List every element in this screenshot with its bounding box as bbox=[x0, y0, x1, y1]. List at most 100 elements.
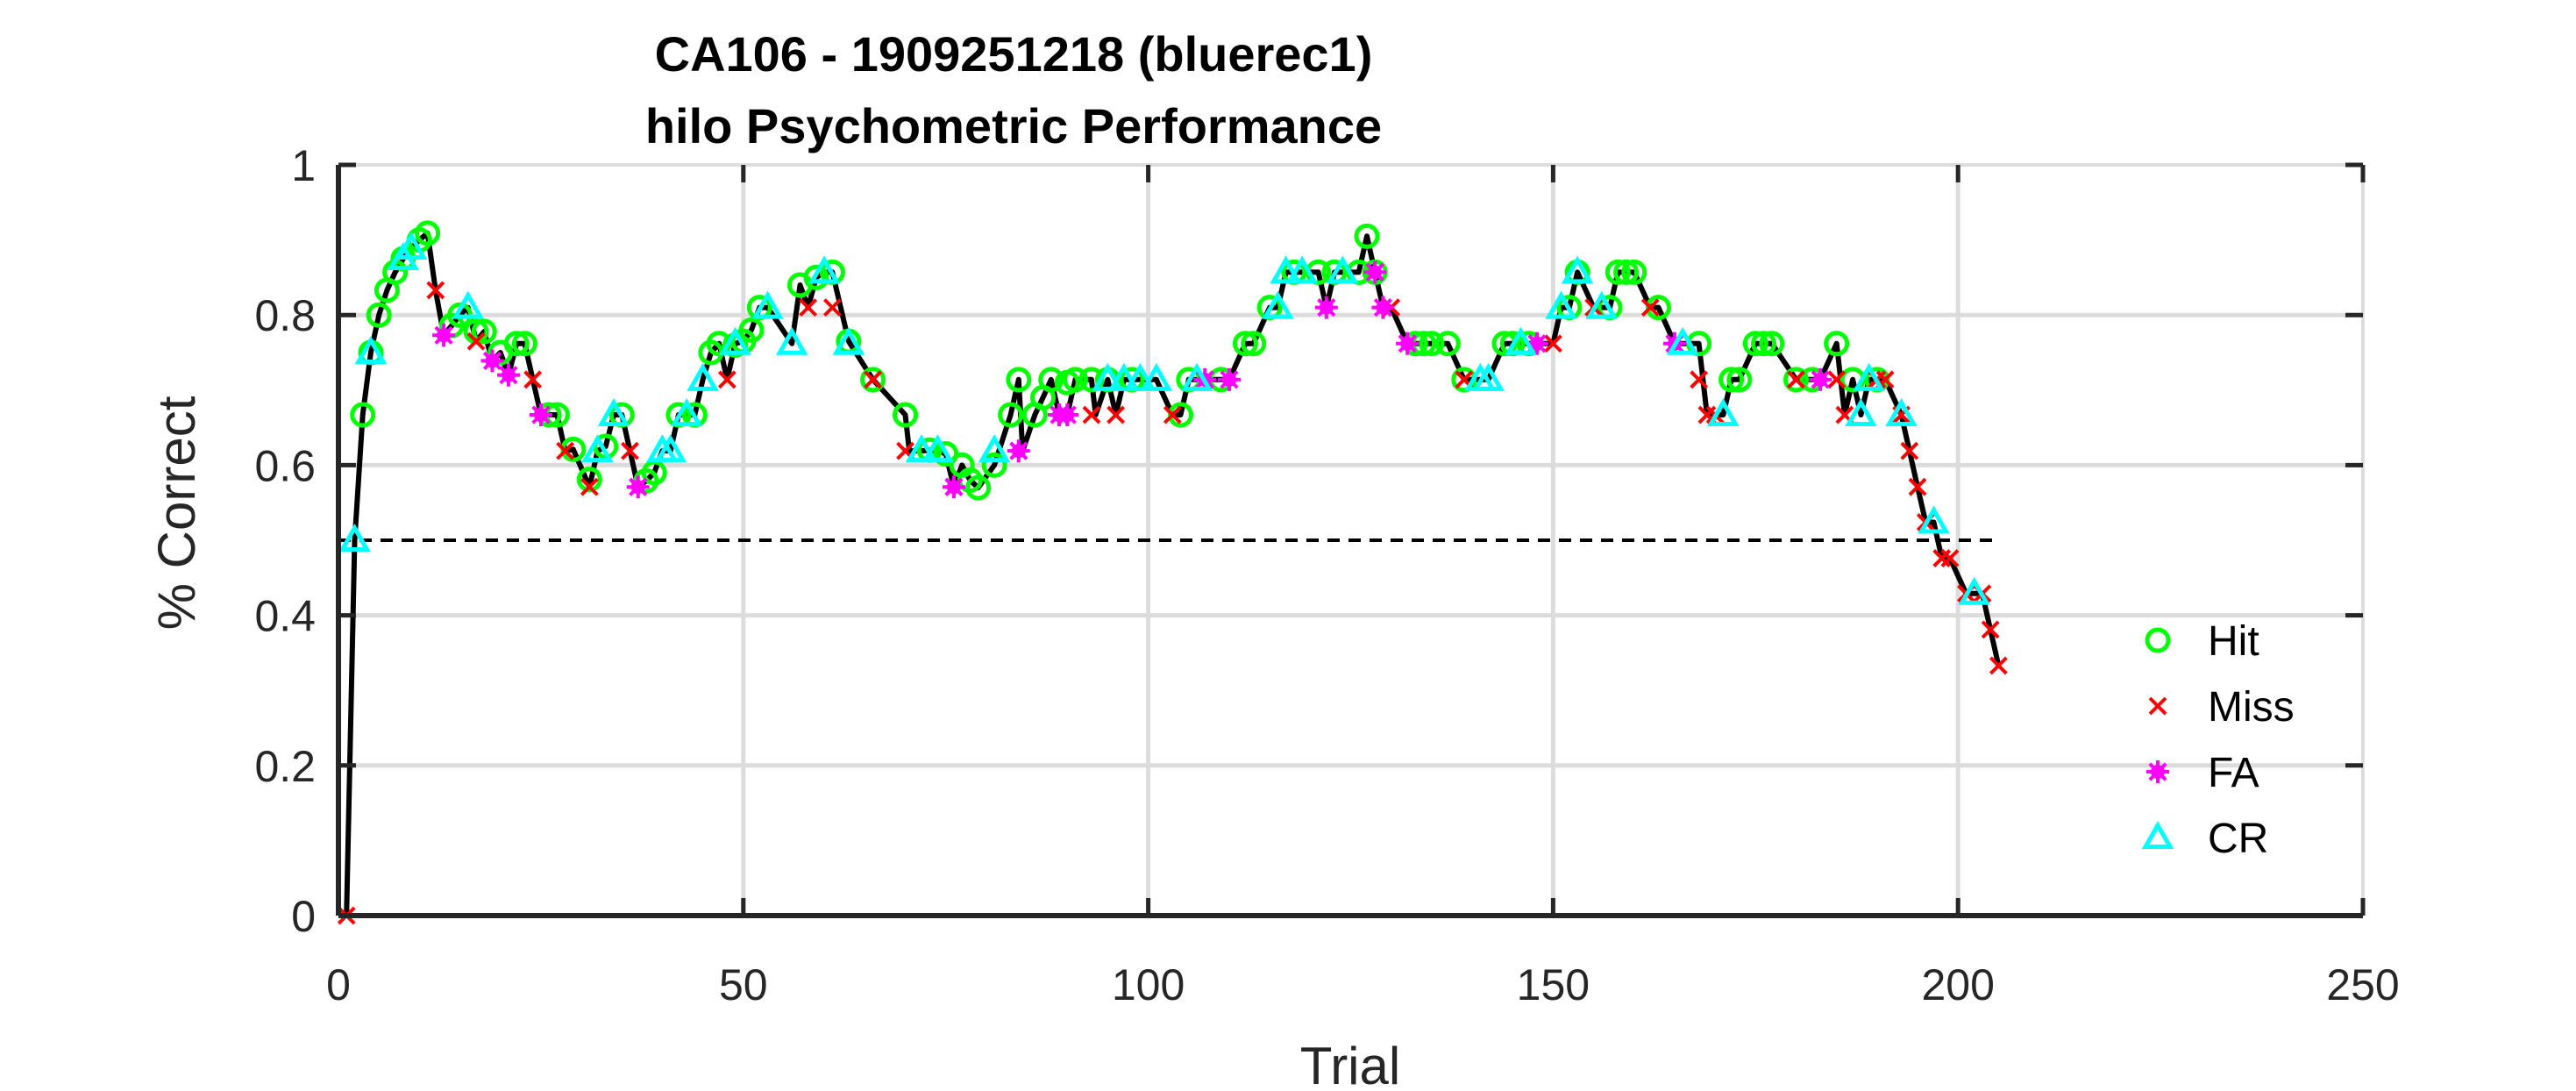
cr-marker bbox=[1885, 398, 1918, 427]
hit-marker bbox=[1006, 367, 1032, 393]
miss-marker-stroke bbox=[466, 332, 486, 351]
fa-marker-ray bbox=[1373, 298, 1393, 317]
hit-marker bbox=[1824, 331, 1850, 357]
fa-marker bbox=[1056, 403, 1079, 427]
miss-marker bbox=[1107, 405, 1126, 424]
hit-marker bbox=[350, 402, 376, 428]
miss-marker bbox=[556, 441, 575, 460]
trial-markers bbox=[337, 220, 2008, 925]
fa-marker-ray bbox=[499, 366, 518, 385]
fa-marker bbox=[1314, 296, 1338, 319]
miss-marker-stroke bbox=[896, 441, 914, 460]
miss-marker-stroke bbox=[799, 298, 818, 317]
miss-marker bbox=[1900, 441, 1919, 460]
cr-marker bbox=[1140, 362, 1173, 391]
series-fa bbox=[432, 260, 1832, 499]
miss-marker bbox=[864, 370, 882, 389]
legend-hit-marker bbox=[2145, 627, 2171, 653]
fa-marker bbox=[1396, 332, 1420, 355]
miss-marker-stroke bbox=[580, 477, 599, 496]
hit-marker bbox=[1038, 367, 1064, 393]
cr-marker bbox=[1707, 398, 1740, 427]
fa-marker bbox=[626, 475, 650, 499]
hit-marker bbox=[471, 318, 497, 345]
miss-marker bbox=[1908, 477, 1927, 496]
cr-marker bbox=[1285, 255, 1319, 284]
cr-marker bbox=[338, 523, 371, 552]
miss-marker-stroke bbox=[1900, 441, 1919, 460]
y-tick-label: 0.4 bbox=[254, 592, 316, 641]
hit-marker bbox=[366, 302, 392, 328]
hit-marker bbox=[893, 402, 919, 428]
x-tick-label: 100 bbox=[1112, 960, 1185, 1009]
x-tick-label: 50 bbox=[719, 960, 768, 1009]
hit-marker bbox=[511, 331, 537, 357]
legend-fa-label: FA bbox=[2208, 750, 2259, 796]
legend-miss-marker-stroke bbox=[2148, 696, 2167, 716]
cr-marker bbox=[922, 434, 954, 463]
fa-marker bbox=[1217, 367, 1241, 391]
fa-marker-ray bbox=[1057, 405, 1077, 424]
legend-fa-marker bbox=[2146, 760, 2169, 783]
miss-marker-stroke bbox=[1940, 549, 1960, 567]
fa-marker bbox=[1007, 439, 1030, 463]
legend: Hit Miss FA CR bbox=[2141, 618, 2295, 862]
legend-miss-marker bbox=[2148, 696, 2167, 716]
cr-marker bbox=[751, 290, 784, 319]
hit-marker bbox=[1062, 367, 1088, 393]
miss-marker-stroke bbox=[1640, 298, 1660, 317]
hit-marker bbox=[576, 467, 602, 493]
fa-marker bbox=[480, 349, 504, 373]
cr-marker bbox=[1585, 290, 1619, 319]
cr-marker bbox=[1918, 505, 1950, 534]
x-tick-label: 150 bbox=[1517, 960, 1590, 1009]
fa-marker bbox=[496, 363, 520, 387]
fa-marker-ray bbox=[1398, 334, 1417, 353]
axes bbox=[336, 163, 2365, 918]
cr-marker bbox=[905, 434, 938, 463]
miss-marker-stroke bbox=[1981, 620, 2000, 639]
hit-marker bbox=[738, 317, 765, 343]
fa-marker-ray bbox=[1220, 370, 1239, 389]
miss-marker bbox=[1082, 405, 1101, 424]
cr-marker bbox=[719, 326, 751, 355]
miss-marker bbox=[717, 370, 737, 389]
fa-marker bbox=[432, 324, 456, 347]
cr-marker bbox=[775, 326, 808, 355]
miss-marker bbox=[621, 441, 639, 460]
fa-marker-ray bbox=[434, 325, 453, 345]
miss-marker bbox=[822, 298, 842, 317]
fa-marker-ray bbox=[531, 405, 551, 424]
tick-labels: 0 50 100 150 200 250 0 0.2 0.4 0.6 0.8 1 bbox=[254, 141, 2399, 1009]
cr-marker bbox=[1107, 362, 1141, 391]
miss-marker-stroke bbox=[1163, 405, 1182, 424]
hit-marker bbox=[998, 402, 1024, 428]
legend-fa-marker-ray bbox=[2148, 762, 2167, 781]
cr-marker bbox=[670, 398, 703, 427]
fa-marker-ray bbox=[1811, 370, 1830, 389]
fa-marker bbox=[1363, 260, 1387, 284]
series-cr bbox=[338, 231, 1990, 605]
hit-marker bbox=[1783, 367, 1809, 393]
cr-marker bbox=[1561, 255, 1594, 284]
cr-marker bbox=[808, 255, 841, 284]
fa-marker-ray bbox=[944, 477, 964, 496]
cr-marker bbox=[581, 434, 614, 463]
miss-marker bbox=[1543, 334, 1562, 353]
y-axis-label: % Correct bbox=[147, 396, 206, 630]
legend-hit-label: Hit bbox=[2208, 618, 2259, 665]
miss-marker bbox=[1787, 370, 1805, 389]
hit-marker bbox=[965, 474, 992, 501]
hit-marker bbox=[1419, 331, 1445, 357]
hit-marker bbox=[1232, 331, 1258, 357]
miss-marker bbox=[1640, 298, 1660, 317]
y-tick-label: 0.6 bbox=[254, 441, 316, 490]
hit-marker bbox=[1241, 331, 1267, 357]
cr-marker bbox=[354, 335, 388, 364]
cr-marker bbox=[1270, 255, 1302, 284]
miss-marker-stroke bbox=[1908, 477, 1927, 496]
miss-marker-stroke bbox=[1107, 405, 1126, 424]
cr-marker bbox=[1853, 362, 1885, 391]
cr-marker bbox=[597, 398, 630, 427]
